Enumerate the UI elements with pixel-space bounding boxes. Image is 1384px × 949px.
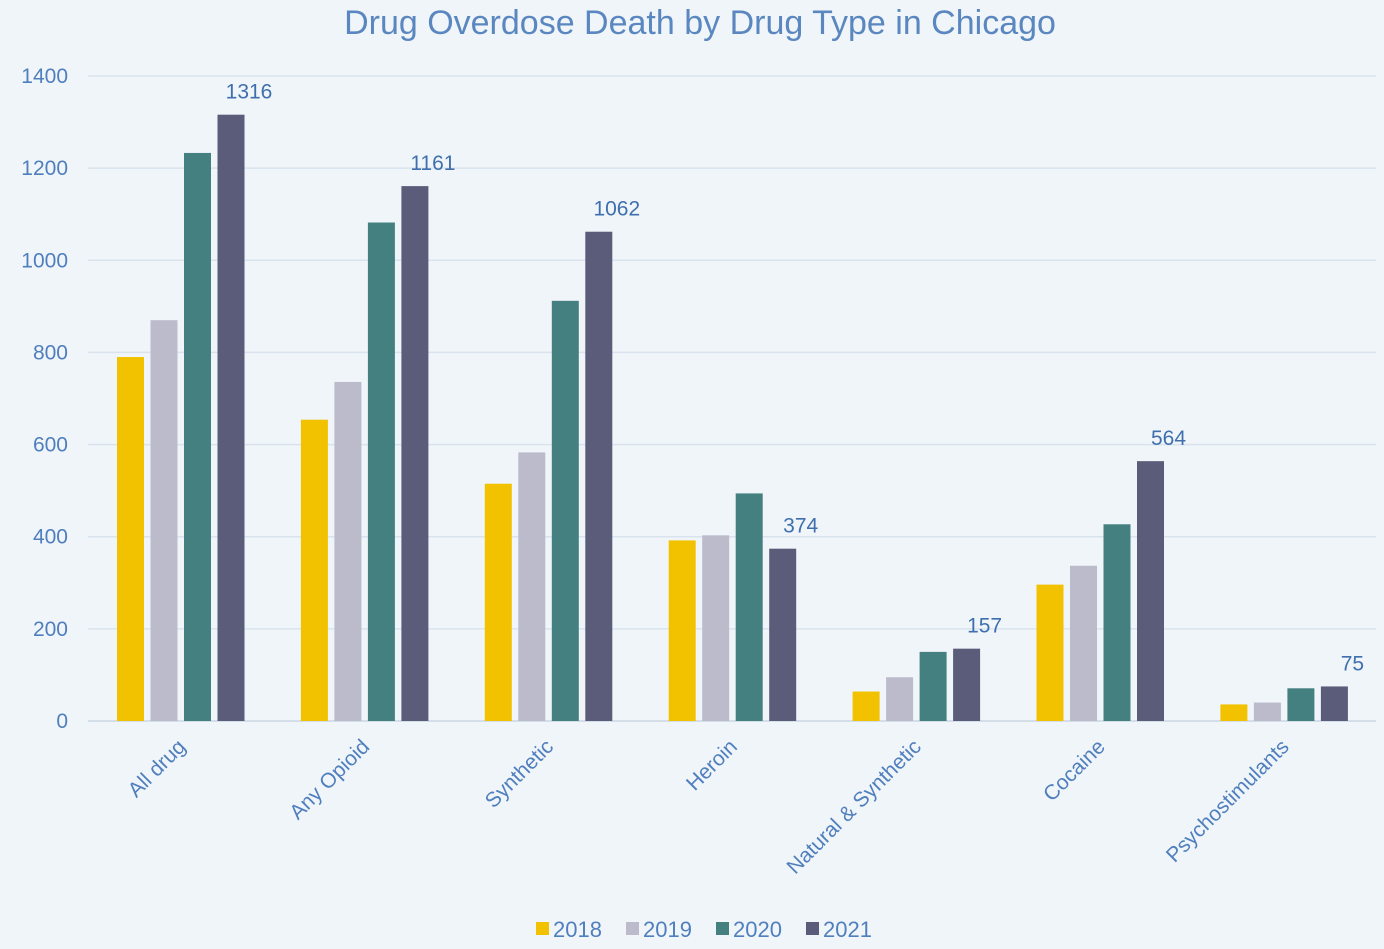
legend-label: 2020 <box>733 917 782 942</box>
bar-2018 <box>852 691 880 721</box>
bar-2018 <box>117 357 144 721</box>
x-category-label: Any Opioid <box>285 735 374 824</box>
legend-label: 2021 <box>823 917 872 942</box>
bar-2020 <box>1287 688 1315 721</box>
bar-2019 <box>1070 565 1097 721</box>
bar-2018 <box>1036 584 1064 721</box>
x-category-label: Psychostimulants <box>1162 735 1294 867</box>
bar-series <box>117 114 1348 722</box>
x-axis-categories: All drug Any Opioid Synthetic Heroin Natural… <box>124 735 1294 878</box>
bar-2020 <box>184 152 211 722</box>
bar-2020 <box>551 300 579 721</box>
x-category-label: Cocaine <box>1039 735 1110 806</box>
legend-swatch-2019 <box>626 922 639 935</box>
y-tick-label: 0 <box>56 710 68 733</box>
x-category-label: Synthetic <box>481 735 558 812</box>
bar-2020 <box>367 222 395 721</box>
bar-2021 <box>217 114 245 721</box>
y-axis-ticks: 0 200 400 600 800 1000 1200 1400 <box>21 65 68 733</box>
bar-2019 <box>150 320 178 721</box>
bar-2019 <box>886 677 914 721</box>
y-tick-label: 400 <box>33 526 68 549</box>
y-tick-label: 800 <box>33 341 68 364</box>
x-category-label: Heroin <box>682 735 742 795</box>
bar-2018 <box>484 483 512 721</box>
legend-label: 2018 <box>553 917 602 942</box>
legend-swatch-2021 <box>806 922 819 935</box>
bar-2021 <box>953 648 981 721</box>
data-label: 75 <box>1341 652 1364 675</box>
bar-2021 <box>585 231 613 721</box>
y-tick-label: 1400 <box>21 65 68 88</box>
data-label: 564 <box>1151 427 1186 450</box>
y-tick-label: 1200 <box>21 157 68 180</box>
bar-2019 <box>334 381 362 721</box>
bar-2021 <box>1137 461 1164 721</box>
legend-label: 2019 <box>643 917 692 942</box>
bar-2020 <box>735 493 763 721</box>
grid-lines <box>88 75 1376 722</box>
x-category-label: All drug <box>124 735 191 802</box>
bar-2018 <box>1220 704 1248 721</box>
bar-2018 <box>300 419 328 721</box>
data-label: 1161 <box>410 152 455 175</box>
legend-swatch-2018 <box>536 922 549 935</box>
y-tick-label: 1000 <box>21 249 68 272</box>
legend: 2018 2019 2020 2021 <box>536 917 872 942</box>
bar-2018 <box>668 540 696 721</box>
data-label: 1316 <box>226 81 273 104</box>
data-label: 1062 <box>593 198 640 221</box>
data-label: 374 <box>783 515 818 538</box>
x-category-label: Natural & Synthetic <box>783 735 926 878</box>
bar-2021 <box>769 548 797 721</box>
bar-2021 <box>401 186 429 721</box>
data-labels: 1316 1161 1062 374 157 564 75 <box>226 81 1364 676</box>
bar-2019 <box>1253 702 1281 721</box>
bar-2021 <box>1320 686 1348 721</box>
legend-swatch-2020 <box>716 922 729 935</box>
bar-2020 <box>1103 524 1131 721</box>
y-tick-label: 600 <box>33 434 68 457</box>
chart-title: Drug Overdose Death by Drug Type in Chic… <box>344 4 1056 42</box>
y-tick-label: 200 <box>33 618 68 641</box>
bar-2019 <box>702 535 730 721</box>
bar-2020 <box>919 651 947 721</box>
bar-2019 <box>518 452 546 721</box>
data-label: 157 <box>967 615 1002 638</box>
